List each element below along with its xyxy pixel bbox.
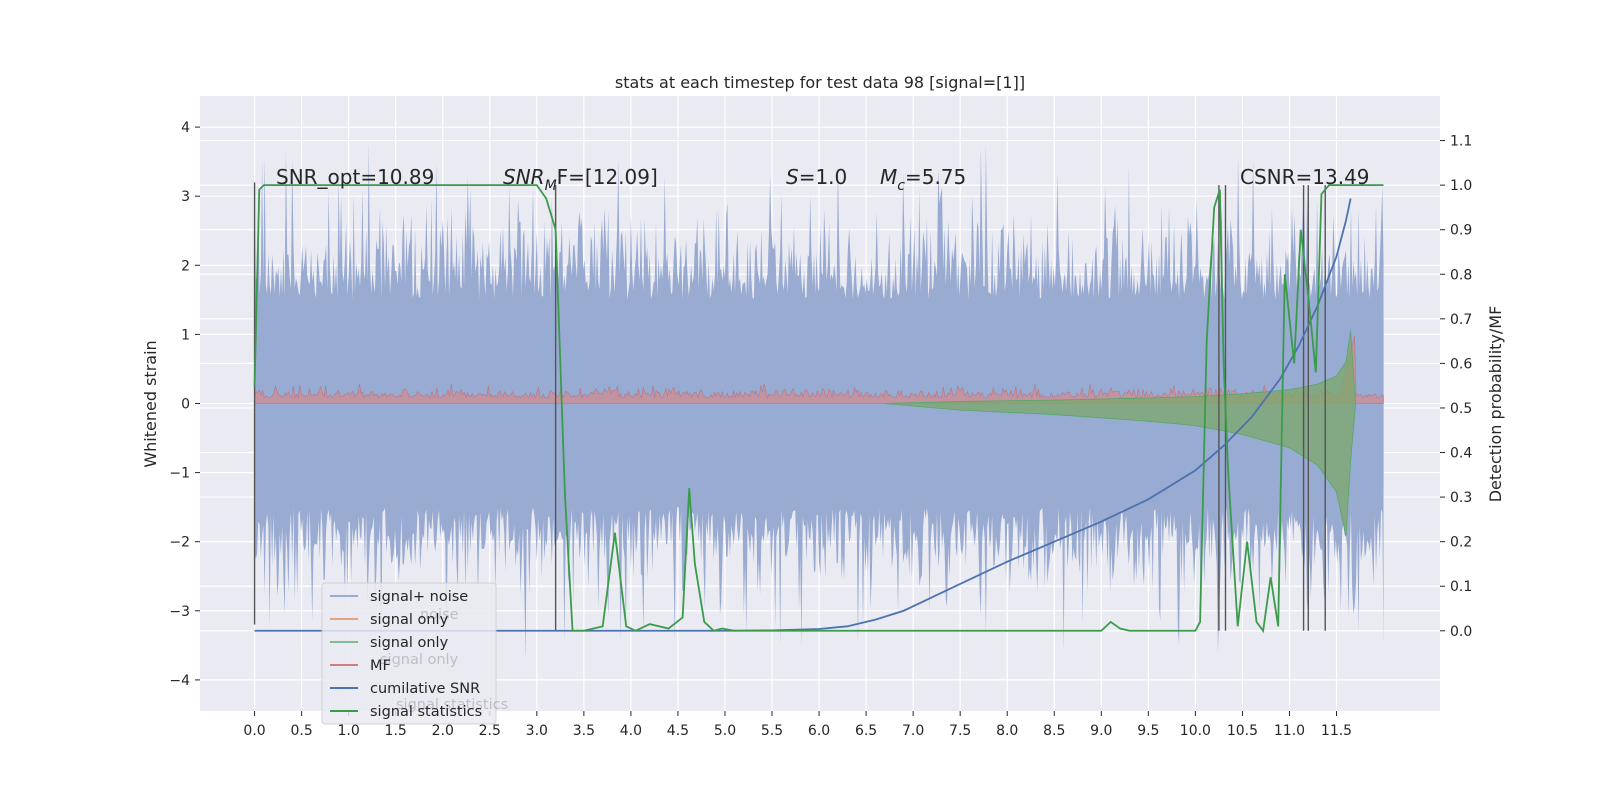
x-tick-label: 9.0 [1090,723,1112,739]
legend-label: signal+ noise [370,589,468,605]
x-tick-label: 4.5 [667,723,689,739]
annotation-mc-value: =5.75 [905,165,966,189]
x-tick-label: 3.5 [573,723,595,739]
annotation-snr-mf-sub: M [545,178,557,194]
y2-tick-label: 0.2 [1450,535,1472,551]
y2-tick-label: 0.1 [1450,579,1472,595]
x-tick-label: 9.5 [1137,723,1159,739]
y2-tick-label: 0.0 [1450,624,1472,640]
cumulative-snr-line [254,198,1352,632]
mf-trace [254,335,1384,404]
y-tick-label: 1 [181,327,190,343]
mf-series [254,335,1384,404]
annotation-s: S=1.0 [786,165,847,189]
y2-tick-label: 0.6 [1450,356,1472,372]
annotation-snr-mf: SNRMF=[12.09] [503,165,658,194]
x-tick-label: 0.5 [290,723,312,739]
y2-tick-label: 1.0 [1450,178,1472,194]
y-tick-label: −3 [169,604,190,620]
annotation-snr-opt: SNR_opt=10.89 [276,165,434,189]
x-tick-label: 8.0 [996,723,1018,739]
y-tick-label: 3 [181,189,190,205]
annotation-mc: Mc=5.75 [880,165,966,194]
legend-label: cumilative SNR [370,681,480,697]
x-tick-label: 6.0 [808,723,830,739]
y2-axis-title: Detection probability/MF [1486,306,1505,503]
annotation-s-label: S [786,165,799,189]
annotation-snr-mf-rest: F=[12.09] [557,165,658,189]
y-tick-label: 0 [181,397,190,413]
x-tick-label: 5.0 [714,723,736,739]
legend-label: signal only [370,635,449,651]
x-tick-label: 11.5 [1321,723,1352,739]
x-tick-label: 2.0 [432,723,454,739]
line-series [253,184,1384,634]
legend-label: signal statistics [370,704,482,720]
plot-layers [253,142,1384,661]
annotation-mc-sub: c [897,178,905,194]
x-tick-label: 4.0 [620,723,642,739]
y2-tick-label: 1.1 [1450,134,1472,150]
y-axis-left: 4 3 2 1 0 −1 −2 −3 −4 [169,120,200,689]
legend-ghost-entries: noise signal only signal statistics [380,607,508,713]
legend-ghost-label: signal statistics [396,697,508,713]
y2-tick-label: 0.5 [1450,401,1472,417]
annotation-mc-label: M [880,165,897,189]
annotation-s-value: =1.0 [799,165,848,189]
y-axis-title: Whitened strain [141,340,160,467]
x-tick-label: 3.0 [526,723,548,739]
vertical-lines [253,182,1326,631]
x-tick-label: 6.5 [855,723,877,739]
y-axis-right: 1.1 1.0 0.9 0.8 0.7 0.6 0.5 0.4 0.3 0.2 0.1 0.0 [1440,134,1472,640]
x-tick-label: 10.0 [1180,723,1211,739]
legend-label: MF [370,658,391,674]
legend-frame [321,582,497,725]
signal-envelope [884,330,1356,537]
x-tick-label: 7.5 [949,723,971,739]
y-tick-label: −2 [169,535,190,551]
y2-tick-label: 0.3 [1450,490,1472,506]
x-tick-label: 8.5 [1043,723,1065,739]
legend-ghost-label: signal only [380,652,459,668]
x-tick-label: 1.0 [338,723,360,739]
y-tick-label: −4 [169,673,190,689]
x-tick-label: 1.5 [385,723,407,739]
signal-statistics-line [253,184,1384,634]
legend-label: signal only [370,612,449,628]
y2-tick-label: 0.8 [1450,267,1472,283]
chart-title: stats at each timestep for test data 98 … [615,73,1025,92]
y2-tick-label: 0.9 [1450,223,1472,239]
signal-envelope-series [884,330,1356,537]
annotation-snr-mf-base: SNR [503,165,545,189]
y-tick-label: 2 [181,258,190,274]
x-tick-label: 2.5 [479,723,501,739]
annotation-csnr: CSNR=13.49 [1240,165,1370,189]
y-tick-label: 4 [181,120,190,136]
x-tick-label: 7.0 [902,723,924,739]
x-axis: 0.0 0.5 1.0 1.5 2.0 2.5 3.0 3.5 4.0 4.5 5.0 5.5 6.0 6… [243,711,1352,739]
x-tick-label: 0.0 [243,723,265,739]
y2-tick-label: 0.4 [1450,446,1472,462]
x-tick-label: 5.5 [761,723,783,739]
y2-tick-label: 0.7 [1450,312,1472,328]
x-tick-label: 10.5 [1227,723,1258,739]
x-tick-label: 11.0 [1274,723,1305,739]
legend-ghost-label: noise [420,607,459,623]
y-tick-label: −1 [169,466,190,482]
